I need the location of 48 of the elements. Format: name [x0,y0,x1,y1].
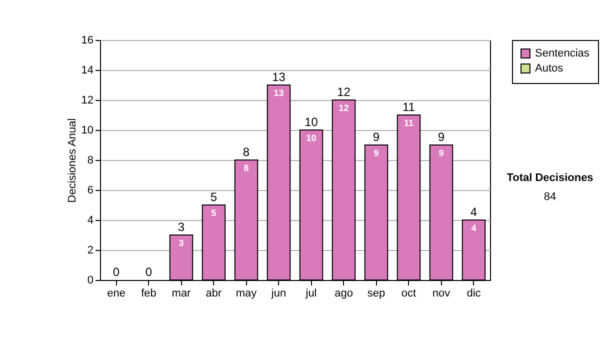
data-label: 4 [471,223,476,233]
data-label: 9 [374,148,379,158]
total-label: 8 [242,145,250,159]
total-label: 3 [178,220,185,234]
y-tick-label: 16 [81,34,94,46]
total-label: 11 [402,100,416,114]
data-label: 9 [438,148,444,158]
total-label: 4 [470,205,478,219]
data-label: 12 [338,103,349,113]
legend-label: Autos [535,62,564,74]
x-tick-label: ago [334,288,353,300]
x-tick-label: oct [401,288,416,300]
data-label: 8 [244,163,249,173]
y-tick-label: 14 [81,64,94,76]
y-tick-label: 10 [81,124,94,136]
x-tick-label: sep [367,288,386,300]
data-label: 5 [211,208,216,218]
x-tick-label: ene [107,288,126,300]
y-tick-label: 12 [81,94,94,106]
text: Total Decisiones [506,172,594,184]
total-label: 0 [145,265,152,279]
x-tick-label: abr [206,288,222,300]
total-label: 9 [372,130,380,144]
y-tick-label: 4 [87,214,94,226]
total-label: 13 [272,70,286,84]
total-label: 0 [112,265,120,279]
data-label: 10 [306,133,316,143]
data-label: 13 [274,88,284,98]
legend-label: Sentencias [535,48,590,60]
y-tick-label: 8 [87,154,94,166]
x-tick-label: mar [172,288,192,300]
total-label: 10 [304,115,318,129]
x-tick-label: jun [270,288,286,300]
total-label: 12 [337,85,351,99]
x-tick-label: feb [141,288,156,300]
y-tick-label: 2 [87,244,94,256]
text: 84 [544,191,556,203]
data-label: 11 [404,118,414,128]
y-tick-label: 6 [87,184,94,196]
x-tick-label: dic [466,288,482,300]
x-tick-label: jul [304,288,317,300]
x-tick-label: may [236,288,258,300]
total-label: 5 [210,190,218,204]
y-axis-title: Decisiones Anual [66,118,78,203]
total-label: 9 [438,130,445,144]
data-label: 3 [178,238,184,248]
x-tick-label: nov [432,288,451,300]
y-tick-label: 0 [87,274,94,286]
